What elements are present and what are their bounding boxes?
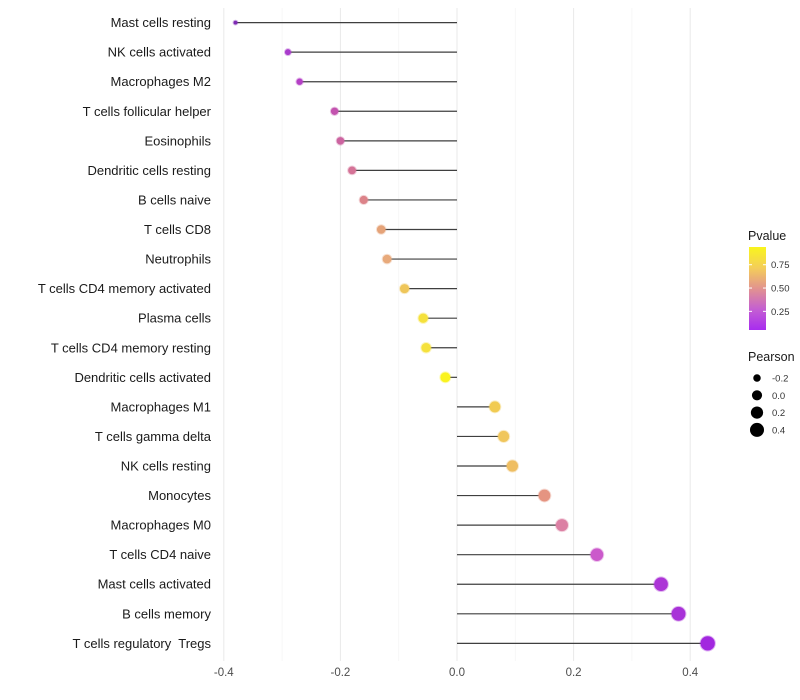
data-point [497, 429, 511, 443]
lollipop-row: Plasma cells [138, 311, 457, 326]
lollipop-row: Dendritic cells resting [87, 163, 457, 178]
y-axis-label: NK cells resting [121, 459, 211, 474]
data-point [295, 77, 304, 86]
pearson-legend-dot [750, 406, 764, 419]
lollipop-row: Eosinophils [145, 133, 457, 148]
pearson-legend-dot [751, 390, 763, 401]
pearson-legend-dot [749, 422, 765, 437]
data-point [335, 136, 346, 146]
y-axis-label: T cells regulatory Tregs [73, 636, 212, 651]
y-axis-label: T cells CD8 [144, 222, 211, 237]
lollipop-row: Macrophages M1 [111, 399, 502, 414]
x-tick-label: 0.4 [682, 667, 699, 679]
x-tick-label: 0.0 [449, 667, 465, 679]
data-point [699, 635, 716, 652]
lollipop-row: T cells CD4 naive [109, 547, 605, 562]
data-point [554, 518, 569, 533]
lollipop-row: Neutrophils [145, 252, 457, 267]
data-point [537, 488, 552, 503]
y-axis-label: Mast cells activated [98, 577, 211, 592]
data-point [417, 312, 429, 324]
y-axis-label: Plasma cells [138, 311, 211, 326]
y-axis-label: Eosinophils [145, 133, 212, 148]
pvalue-tick-label: 0.50 [771, 284, 790, 295]
data-point [488, 400, 502, 414]
lollipop-row: T cells CD4 memory activated [38, 281, 457, 296]
lollipop-row: Macrophages M0 [111, 518, 569, 533]
y-axis-label: Mast cells resting [111, 15, 211, 30]
lollipop-row: Monocytes [148, 488, 552, 503]
pearson-legend-label: 0.4 [772, 425, 785, 436]
lollipop-row: Mast cells resting [111, 15, 457, 30]
lollipop-row: NK cells activated [108, 45, 457, 60]
lollipop-row: Macrophages M2 [111, 74, 457, 89]
y-axis-label: NK cells activated [108, 45, 211, 60]
data-point [358, 194, 369, 206]
data-point [398, 283, 411, 295]
data-point [381, 253, 393, 265]
data-point [329, 106, 340, 116]
lollipop-row: T cells CD4 memory resting [51, 340, 457, 355]
lollipop-row: NK cells resting [121, 459, 519, 474]
data-point [670, 605, 687, 622]
lollipop-row: Dendritic cells activated [74, 370, 457, 385]
y-axis-label: T cells follicular helper [83, 104, 212, 119]
data-point [439, 371, 452, 384]
lollipop-row: T cells CD8 [144, 222, 457, 237]
pvalue-legend: Pvalue 0.75 0.50 0.25 [748, 229, 790, 330]
y-axis-label: B cells naive [138, 192, 211, 207]
y-axis-label: Macrophages M0 [111, 518, 211, 533]
lollipop-row: T cells regulatory Tregs [73, 635, 716, 652]
pearson-legend-label: 0.2 [772, 408, 785, 419]
lollipop-row: T cells follicular helper [83, 104, 457, 119]
y-axis-label: Neutrophils [145, 252, 211, 267]
data-point [589, 547, 605, 562]
y-axis-label: T cells gamma delta [95, 429, 212, 444]
x-tick-label: -0.4 [214, 667, 234, 679]
y-axis-label: Macrophages M1 [111, 399, 211, 414]
lollipop-row: B cells memory [122, 605, 687, 622]
pearson-legend-title: Pearson [748, 350, 795, 364]
x-tick-label: 0.2 [566, 667, 582, 679]
data-point [653, 576, 669, 593]
data-point [420, 341, 432, 354]
lollipop-row: Mast cells activated [98, 576, 669, 593]
y-axis-label: T cells CD4 memory activated [38, 281, 211, 296]
pearson-legend-dot [753, 374, 761, 382]
lollipop-row: T cells gamma delta [95, 429, 511, 444]
x-tick-label: -0.2 [330, 667, 350, 679]
data-point [375, 224, 387, 235]
y-axis-label: Macrophages M2 [111, 74, 211, 89]
data-point [505, 459, 519, 473]
data-point [283, 48, 292, 57]
pearson-legend-label: 0.0 [772, 391, 785, 402]
pearson-legend: Pearson -0.2 0.0 0.2 0.4 [748, 350, 795, 437]
pvalue-tick-label: 0.25 [771, 307, 790, 318]
data-point [232, 19, 239, 26]
lollipop-row: B cells naive [138, 192, 457, 207]
pearson-legend-label: -0.2 [772, 374, 788, 385]
y-axis-label: B cells memory [122, 606, 211, 621]
data-point [347, 165, 357, 176]
pvalue-tick-label: 0.75 [771, 260, 790, 271]
pvalue-colorbar [749, 247, 766, 330]
gridlines [223, 8, 691, 661]
y-axis-label: Dendritic cells activated [74, 370, 211, 385]
y-axis-label: Dendritic cells resting [87, 163, 211, 178]
y-axis-label: Monocytes [148, 488, 211, 503]
pvalue-legend-title: Pvalue [748, 229, 786, 243]
y-axis-label: T cells CD4 naive [109, 547, 211, 562]
y-axis-label: T cells CD4 memory resting [51, 340, 211, 355]
